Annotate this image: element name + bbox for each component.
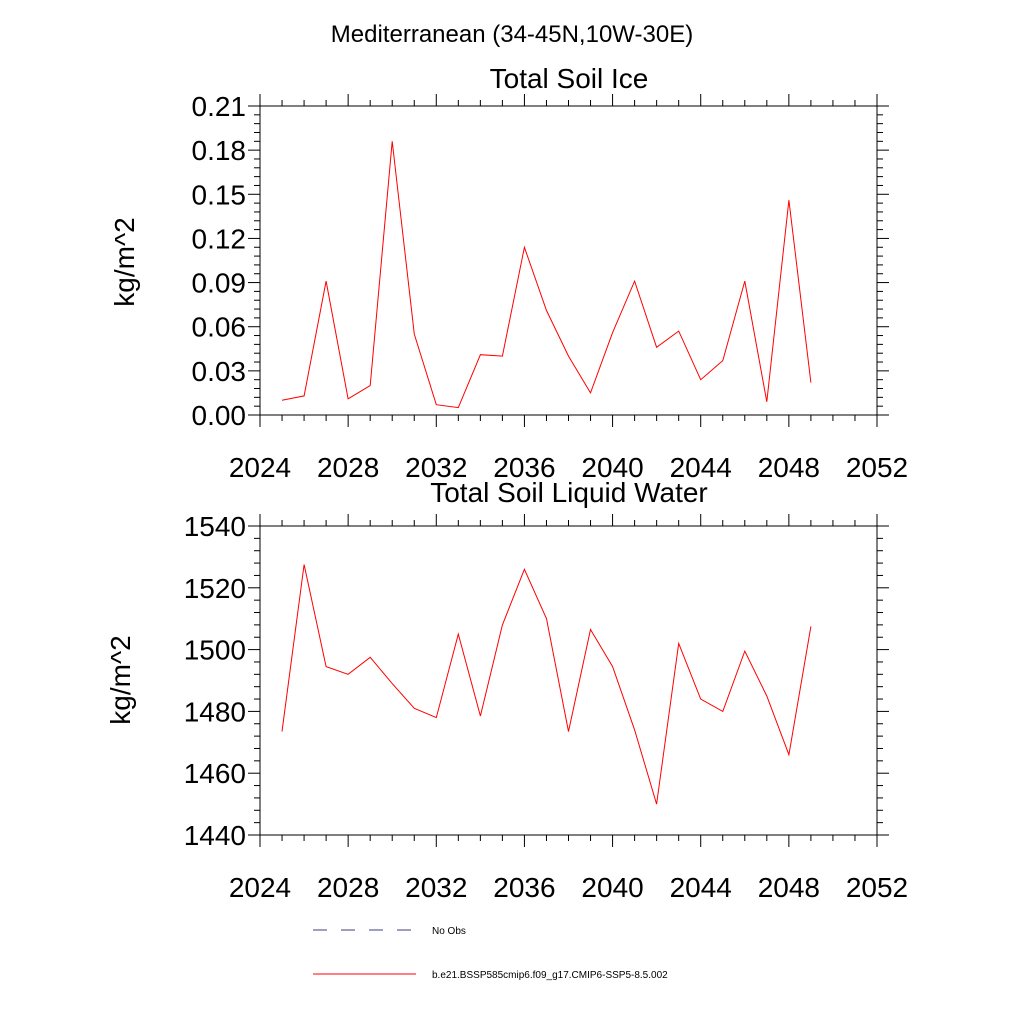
y-tick-label: 0.12 <box>192 223 247 254</box>
y-tick-label: 0.09 <box>192 268 247 299</box>
y-tick-label: 1500 <box>184 635 246 666</box>
figure-title: Mediterranean (34-45N,10W-30E) <box>331 21 693 48</box>
x-tick-label: 2052 <box>846 872 908 903</box>
x-tick-label: 2044 <box>670 872 732 903</box>
y-axis-label-soil-ice: kg/m^2 <box>109 217 140 306</box>
y-tick-label: 1480 <box>184 696 246 727</box>
series-line <box>281 141 812 409</box>
x-tick-label: 2036 <box>493 452 555 483</box>
panel-total-soil-liquid-water: Total Soil Liquid Water kg/m^2 2024 2028 2… <box>105 477 908 903</box>
x-tick-label: 2048 <box>758 452 820 483</box>
x-tick-label: 2024 <box>229 452 291 483</box>
panel-title-soil-liquid-water: Total Soil Liquid Water <box>430 477 708 508</box>
panel-total-soil-ice: Total Soil Ice kg/m^2 2024 2028 2032 2036 20… <box>109 63 908 483</box>
legend-label-model: b.e21.BSSP585cmip6.f09_g17.CMIP6-SSP5-8.… <box>432 970 668 981</box>
panel-title-soil-ice: Total Soil Ice <box>490 63 649 94</box>
y-tick-label: 0.00 <box>192 400 247 431</box>
y-tick-label: 0.15 <box>192 179 247 210</box>
y-tick-label: 1440 <box>184 820 246 851</box>
y-tick-label: 1520 <box>184 573 246 604</box>
y-tick-label: 1460 <box>184 758 246 789</box>
x-tick-label: 2040 <box>581 452 643 483</box>
series-line <box>281 564 812 805</box>
x-tick-label: 2032 <box>405 452 467 483</box>
x-tick-label: 2028 <box>317 452 379 483</box>
plot-frame <box>259 105 878 416</box>
x-tick-label: 2036 <box>493 872 555 903</box>
y-tick-label: 0.18 <box>192 135 247 166</box>
y-axis-label-soil-liquid-water: kg/m^2 <box>105 635 136 724</box>
y-tick-label: 1540 <box>184 511 246 542</box>
y-tick-label: 0.03 <box>192 356 247 387</box>
x-tick-label: 2052 <box>846 452 908 483</box>
legend: No Obs b.e21.BSSP585cmip6.f09_g17.CMIP6-… <box>313 926 668 981</box>
x-tick-label: 2024 <box>229 872 291 903</box>
x-tick-label: 2028 <box>317 872 379 903</box>
x-tick-label: 2044 <box>670 452 732 483</box>
y-tick-label: 0.21 <box>192 91 247 122</box>
legend-label-no-obs: No Obs <box>432 926 466 937</box>
x-tick-label: 2032 <box>405 872 467 903</box>
x-tick-label: 2048 <box>758 872 820 903</box>
x-tick-label: 2040 <box>581 872 643 903</box>
y-tick-label: 0.06 <box>192 312 247 343</box>
plot-frame <box>259 525 878 836</box>
